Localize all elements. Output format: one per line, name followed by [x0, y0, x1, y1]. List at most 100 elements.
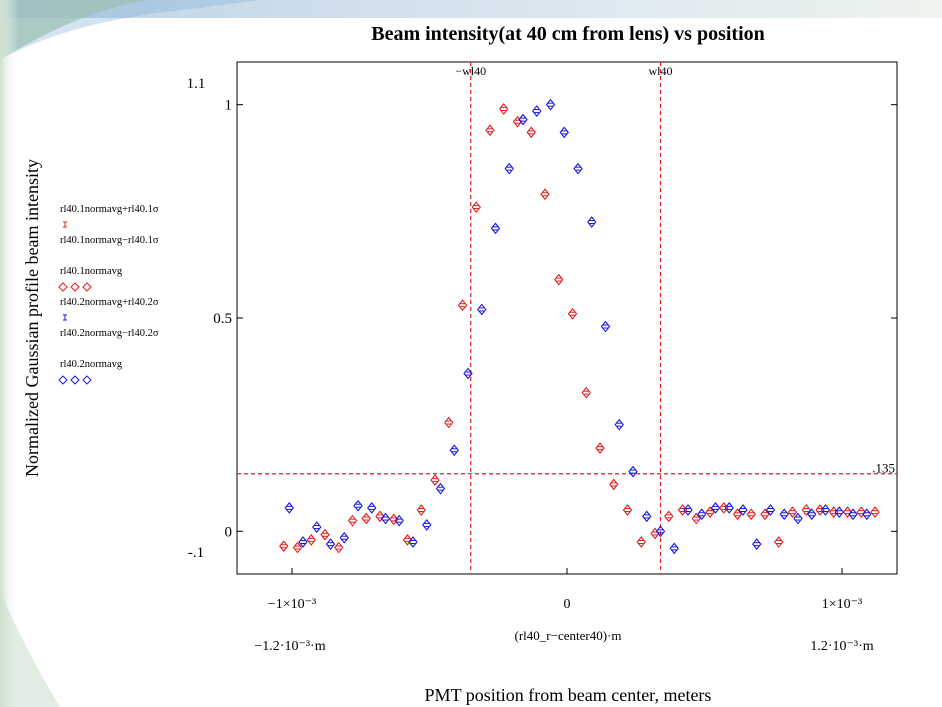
point-s0-30	[691, 512, 701, 525]
y-bottom-label: -.1	[188, 545, 204, 561]
point-s0-32	[719, 501, 729, 514]
point-s0-26	[636, 536, 646, 548]
plot-frame	[236, 61, 898, 575]
point-s0-3	[320, 528, 330, 541]
point-s1-25	[628, 465, 638, 478]
point-s1-26	[642, 510, 652, 523]
point-s1-39	[820, 504, 831, 516]
y-axis-label: Normalized Gaussian profile beam intensi…	[22, 159, 42, 477]
point-s1-38	[807, 508, 817, 521]
point-s1-0	[284, 501, 294, 514]
x-tick-label-1: 0	[564, 597, 571, 612]
point-s1-23	[600, 320, 611, 333]
y-tick-label-2: 1	[225, 98, 233, 114]
legend-entry-5: rl40.2normavg	[60, 359, 123, 370]
legend: rl40.1normavg+rl40.1σ rl40.1normavg−rl40.…	[58, 204, 159, 385]
x-tick-label-0: −1×10⁻³	[268, 597, 316, 612]
point-s0-12	[444, 416, 454, 429]
point-s0-43	[870, 506, 880, 519]
point-s0-2	[306, 533, 316, 546]
point-s1-15	[490, 222, 501, 235]
point-s1-31	[710, 501, 721, 514]
point-s1-28	[669, 542, 679, 555]
point-s1-18	[532, 105, 542, 117]
legend-symbol-0	[63, 221, 67, 228]
legend-entry-4: rl40.2normavg−rl40.2σ	[60, 328, 159, 339]
point-s0-19	[540, 188, 550, 201]
point-s1-1	[298, 536, 308, 548]
point-s1-40	[834, 506, 844, 519]
point-s1-22	[587, 216, 597, 228]
point-s1-14	[477, 303, 487, 316]
point-s1-9	[408, 536, 418, 548]
point-s1-2	[312, 521, 322, 533]
point-s0-4	[334, 541, 344, 554]
point-s1-5	[353, 499, 363, 512]
point-s1-41	[848, 508, 858, 521]
legend-entry-3: rl40.2normavg+rl40.2σ	[60, 297, 159, 308]
point-s1-29	[683, 504, 693, 516]
point-s1-4	[339, 531, 349, 544]
x-max-label: 1.2·10⁻³·m	[810, 639, 873, 654]
point-s0-5	[347, 514, 358, 527]
point-s1-24	[614, 418, 624, 431]
point-s0-10	[416, 504, 426, 516]
point-s1-20	[559, 126, 569, 139]
legend-symbol-2	[58, 282, 92, 292]
point-s0-0	[279, 540, 289, 553]
point-s1-3	[325, 538, 336, 551]
chart-title: Beam intensity(at 40 cm from lens) vs po…	[371, 23, 765, 45]
point-s0-24	[609, 478, 619, 491]
legend-symbol-3	[63, 314, 67, 321]
x-min-label: −1.2·10⁻³·m	[254, 639, 325, 654]
marker-label-1: wl40	[649, 64, 673, 78]
point-s1-10	[422, 519, 432, 531]
marker-label-0: −wl40	[455, 64, 486, 78]
point-s1-32	[724, 501, 734, 514]
point-s0-28	[664, 510, 674, 523]
point-s1-12	[449, 444, 459, 457]
point-s0-15	[485, 124, 495, 137]
point-s0-29	[677, 504, 688, 516]
point-s1-30	[697, 508, 707, 521]
point-s0-16	[499, 103, 509, 115]
point-s1-19	[545, 98, 556, 111]
point-s0-35	[760, 508, 770, 521]
point-s0-11	[430, 474, 440, 487]
legend-entry-2: rl40.1normavg	[60, 266, 123, 277]
point-s1-11	[435, 482, 446, 495]
point-s0-20	[554, 273, 564, 286]
point-s1-8	[394, 514, 404, 527]
y-tick-label-1: 0.5	[213, 311, 232, 327]
point-s0-38	[801, 504, 811, 516]
point-s0-34	[746, 508, 756, 521]
point-s0-40	[829, 506, 839, 519]
point-s1-35	[765, 504, 776, 516]
point-s0-14	[471, 201, 481, 213]
point-s1-36	[779, 508, 789, 521]
point-s0-36	[774, 536, 784, 548]
point-s1-17	[518, 113, 528, 126]
point-s1-42	[862, 508, 872, 521]
point-s1-34	[752, 538, 762, 551]
x-expr-label: (rl40_r−center40)·m	[515, 628, 622, 643]
point-s0-1	[292, 541, 303, 554]
x-tick-label-2: 1×10⁻³	[822, 597, 862, 612]
point-s0-37	[787, 506, 798, 519]
point-s0-18	[526, 126, 536, 139]
point-s1-16	[504, 162, 514, 175]
point-s0-23	[595, 442, 605, 455]
point-s1-6	[367, 501, 377, 514]
point-s0-31	[705, 506, 715, 519]
legend-entry-0: rl40.1normavg+rl40.1σ	[60, 204, 159, 215]
point-s0-25	[622, 504, 633, 516]
point-s0-6	[361, 512, 371, 525]
point-s1-21	[573, 162, 583, 175]
point-s0-33	[732, 508, 743, 521]
point-s0-22	[581, 386, 591, 399]
point-s1-13	[463, 367, 473, 380]
point-s1-33	[738, 504, 748, 516]
y-top-label: 1.1	[187, 76, 206, 92]
